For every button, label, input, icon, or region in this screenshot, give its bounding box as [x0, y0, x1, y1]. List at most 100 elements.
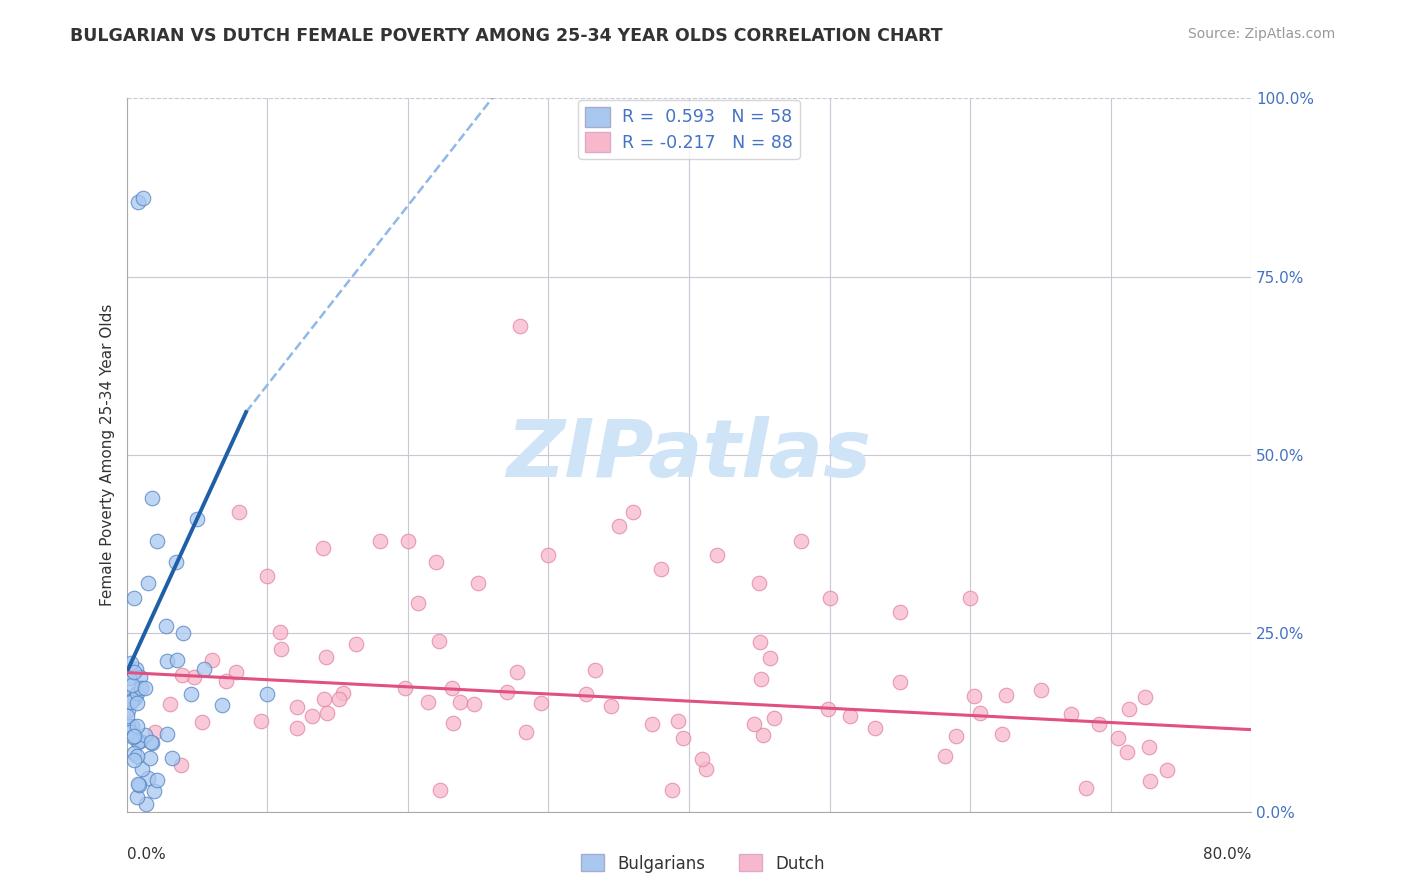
- Point: [621, 505, 644, 519]
- Y-axis label: Female Poverty Among 25-34 Year Olds: Female Poverty Among 25-34 Year Olds: [100, 304, 115, 606]
- Point: [575, 687, 598, 701]
- Point: [128, 734, 150, 748]
- Point: [515, 724, 537, 739]
- Point: [316, 706, 339, 720]
- Point: [742, 717, 765, 731]
- Point: [166, 653, 188, 667]
- Point: [156, 727, 179, 741]
- Point: [509, 319, 531, 334]
- Point: [427, 633, 450, 648]
- Point: [429, 783, 451, 797]
- Point: [143, 724, 166, 739]
- Point: [641, 716, 664, 731]
- Point: [143, 783, 166, 797]
- Point: [121, 719, 143, 733]
- Point: [763, 711, 786, 725]
- Point: [449, 695, 471, 709]
- Point: [1107, 731, 1129, 746]
- Text: BULGARIAN VS DUTCH FEMALE POVERTY AMONG 25-34 YEAR OLDS CORRELATION CHART: BULGARIAN VS DUTCH FEMALE POVERTY AMONG …: [70, 27, 943, 45]
- Point: [122, 729, 145, 743]
- Point: [120, 724, 142, 739]
- Point: [121, 678, 143, 692]
- Point: [945, 730, 967, 744]
- Point: [285, 721, 308, 735]
- Point: [136, 771, 159, 785]
- Point: [583, 663, 606, 677]
- Point: [934, 748, 956, 763]
- Point: [127, 194, 149, 209]
- Point: [441, 681, 464, 695]
- Point: [344, 637, 367, 651]
- Point: [328, 692, 350, 706]
- Point: [225, 665, 247, 679]
- Point: [285, 699, 308, 714]
- Point: [889, 674, 911, 689]
- Point: [118, 672, 141, 686]
- Legend: Bulgarians, Dutch: Bulgarians, Dutch: [574, 847, 832, 880]
- Point: [117, 690, 139, 704]
- Point: [129, 670, 152, 684]
- Point: [122, 591, 145, 605]
- Point: [193, 662, 215, 676]
- Point: [124, 665, 146, 679]
- Point: [190, 714, 212, 729]
- Point: [706, 548, 728, 562]
- Point: [301, 708, 323, 723]
- Point: [127, 735, 149, 749]
- Point: [131, 762, 153, 776]
- Point: [1074, 781, 1097, 796]
- Point: [607, 519, 630, 533]
- Point: [127, 777, 149, 791]
- Point: [141, 491, 163, 505]
- Point: [128, 778, 150, 792]
- Point: [1116, 745, 1139, 759]
- Point: [315, 649, 337, 664]
- Point: [186, 512, 208, 526]
- Point: [124, 746, 146, 760]
- Point: [959, 591, 981, 605]
- Point: [122, 753, 145, 767]
- Point: [394, 681, 416, 695]
- Point: [416, 695, 439, 709]
- Point: [135, 797, 157, 812]
- Point: [134, 681, 156, 695]
- Point: [1118, 701, 1140, 715]
- Point: [396, 533, 419, 548]
- Point: [134, 728, 156, 742]
- Text: ZIPatlas: ZIPatlas: [506, 416, 872, 494]
- Point: [201, 653, 224, 667]
- Point: [136, 576, 159, 591]
- Point: [127, 748, 149, 763]
- Point: [790, 533, 813, 548]
- Point: [1029, 683, 1052, 698]
- Point: [256, 687, 278, 701]
- Point: [165, 555, 187, 569]
- Point: [1137, 739, 1160, 754]
- Point: [117, 702, 139, 716]
- Point: [256, 569, 278, 583]
- Point: [600, 698, 623, 713]
- Point: [172, 668, 194, 682]
- Point: [127, 686, 149, 700]
- Point: [122, 731, 145, 745]
- Point: [1060, 707, 1083, 722]
- Point: [889, 605, 911, 619]
- Point: [1133, 690, 1156, 705]
- Point: [496, 685, 519, 699]
- Point: [661, 782, 683, 797]
- Point: [117, 719, 139, 733]
- Point: [269, 625, 291, 640]
- Point: [125, 697, 148, 711]
- Point: [752, 728, 775, 742]
- Point: [969, 706, 991, 720]
- Point: [121, 693, 143, 707]
- Point: [1139, 773, 1161, 788]
- Point: [156, 654, 179, 668]
- Point: [160, 751, 183, 765]
- Point: [506, 665, 529, 680]
- Point: [467, 576, 489, 591]
- Point: [270, 642, 292, 657]
- Point: [125, 662, 148, 676]
- Legend: R =  0.593   N = 58, R = -0.217   N = 88: R = 0.593 N = 58, R = -0.217 N = 88: [578, 100, 800, 159]
- Point: [170, 757, 193, 772]
